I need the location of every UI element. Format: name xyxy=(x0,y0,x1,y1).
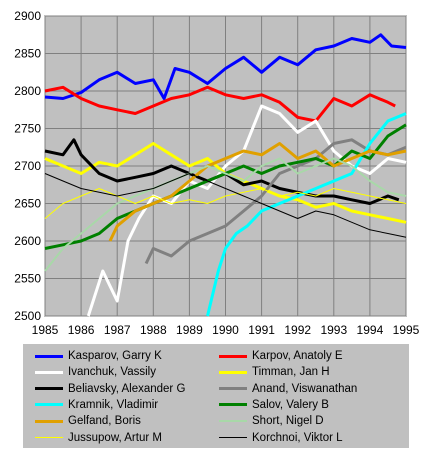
series-line-5 xyxy=(144,138,407,265)
series-line-2 xyxy=(86,104,407,317)
y-tick-label: 2750 xyxy=(14,122,41,136)
x-tick-label: 1992 xyxy=(284,323,311,337)
y-tick-label: 2600 xyxy=(14,234,41,248)
legend-swatch xyxy=(219,370,247,374)
legend-swatch xyxy=(219,387,247,391)
legend: Kasparov, Garry K Karpov, Anatoly E Ivanch… xyxy=(23,344,409,448)
y-tick-label: 2550 xyxy=(14,272,41,286)
rating-history-chart: 2900 2850 2800 2750 2700 2650 2600 2550 2500 198… xyxy=(14,9,420,337)
x-tick-label: 1995 xyxy=(393,323,420,337)
legend-label: Gelfand, Boris xyxy=(68,415,141,428)
y-tick-label: 2650 xyxy=(14,197,41,211)
x-tick-label: 1994 xyxy=(357,323,384,337)
x-tick-label: 1988 xyxy=(140,323,167,337)
series-line-9 xyxy=(44,157,407,272)
legend-swatch xyxy=(35,370,63,374)
legend-label: Kasparov, Garry K xyxy=(68,350,162,362)
legend-swatch xyxy=(219,420,247,423)
x-tick-label: 1991 xyxy=(248,323,275,337)
legend-item: Short, Nigel D xyxy=(219,413,324,429)
legend-swatch xyxy=(35,387,63,391)
y-tick-label: 2800 xyxy=(14,84,41,98)
legend-item: Kasparov, Garry K xyxy=(35,348,162,364)
legend-label: Timman, Jan H xyxy=(252,366,330,379)
legend-swatch xyxy=(35,419,63,423)
x-tick-label: 1985 xyxy=(32,323,59,337)
legend-swatch xyxy=(35,403,63,407)
legend-label: Korchnoi, Viktor L xyxy=(252,431,343,444)
x-axis-ticks: 1985 1986 1987 1988 1989 1990 1991 1992 1993 1994… xyxy=(32,323,420,337)
legend-label: Ivanchuk, Vassily xyxy=(68,366,156,379)
legend-swatch xyxy=(219,437,247,438)
legend-label: Anand, Viswanathan xyxy=(252,382,358,395)
x-tick-label: 1993 xyxy=(320,323,347,337)
series-line-10 xyxy=(44,188,407,219)
x-tick-label: 1986 xyxy=(68,323,95,337)
y-tick-label: 2900 xyxy=(14,9,41,23)
legend-item: Ivanchuk, Vassily xyxy=(35,364,156,380)
legend-swatch xyxy=(219,354,247,358)
legend-item: Beliavsky, Alexander G xyxy=(35,381,185,397)
x-tick-label: 1989 xyxy=(176,323,203,337)
legend-label: Karpov, Anatoly E xyxy=(252,350,343,362)
legend-item: Gelfand, Boris xyxy=(35,413,141,429)
legend-swatch xyxy=(219,403,247,407)
series-line-11 xyxy=(44,173,407,238)
series-line-8 xyxy=(108,142,407,242)
legend-item: Anand, Viswanathan xyxy=(219,381,357,397)
legend-label: Salov, Valery B xyxy=(252,398,329,411)
series-line-0 xyxy=(44,33,407,100)
y-tick-label: 2700 xyxy=(14,159,41,173)
legend-item: Salov, Valery B xyxy=(219,397,329,413)
legend-label: Jussupow, Artur M xyxy=(68,431,162,444)
legend-item: Timman, Jan H xyxy=(219,364,330,380)
y-tick-label: 2500 xyxy=(14,309,41,323)
legend-item: Jussupow, Artur M xyxy=(35,430,162,446)
series-line-6 xyxy=(206,112,407,317)
legend-label: Beliavsky, Alexander G xyxy=(68,382,186,395)
legend-item: Korchnoi, Viktor L xyxy=(219,430,343,446)
x-tick-label: 1987 xyxy=(104,323,131,337)
legend-item: Karpov, Anatoly E xyxy=(219,348,343,364)
legend-label: Kramnik, Vladimir xyxy=(68,398,159,411)
legend-item: Kramnik, Vladimir xyxy=(35,397,158,413)
series-lines xyxy=(44,33,407,317)
y-axis-ticks: 2900 2850 2800 2750 2700 2650 2600 2550 2500 xyxy=(14,9,41,323)
legend-label: Short, Nigel D xyxy=(252,415,324,428)
series-line-1 xyxy=(44,85,396,123)
legend-swatch xyxy=(35,437,63,438)
y-tick-label: 2850 xyxy=(14,47,41,61)
legend-swatch xyxy=(35,354,63,358)
x-tick-label: 1990 xyxy=(212,323,239,337)
